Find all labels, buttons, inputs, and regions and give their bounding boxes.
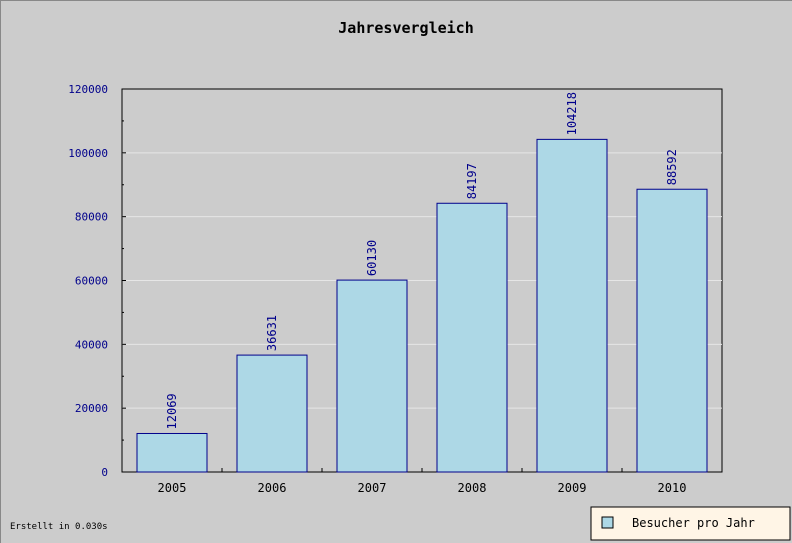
legend: Besucher pro Jahr xyxy=(590,506,791,541)
bar-2006 xyxy=(236,354,308,473)
bar-2008 xyxy=(436,202,508,473)
data-label: 12069 xyxy=(165,393,179,429)
y-axis: 0 20000 40000 60000 80000 100000 120000 xyxy=(68,83,126,479)
chart-title: Jahresvergleich xyxy=(338,19,473,37)
data-label: 84197 xyxy=(465,163,479,199)
y-tick-label: 100000 xyxy=(68,147,108,160)
y-tick-label: 20000 xyxy=(75,402,108,415)
bar-2010 xyxy=(636,188,708,473)
y-tick-label: 80000 xyxy=(75,211,108,224)
x-axis: 2005 2006 2007 2008 2009 2010 xyxy=(158,468,687,495)
bar-2007 xyxy=(336,279,408,473)
bar-2005 xyxy=(136,432,208,473)
x-tick-label: 2008 xyxy=(458,481,487,495)
y-tick-label: 40000 xyxy=(75,338,108,351)
x-tick-label: 2010 xyxy=(658,481,687,495)
data-label: 36631 xyxy=(265,315,279,351)
data-label: 60130 xyxy=(365,240,379,276)
x-tick-label: 2005 xyxy=(158,481,187,495)
data-labels: 12069 36631 60130 84197 104218 88592 xyxy=(165,92,679,429)
legend-swatch xyxy=(601,516,614,529)
legend-box xyxy=(590,506,791,541)
x-tick-label: 2007 xyxy=(358,481,387,495)
x-tick-label: 2006 xyxy=(258,481,287,495)
y-tick-label: 60000 xyxy=(75,275,108,288)
y-tick-label: 120000 xyxy=(68,83,108,96)
grid-lines xyxy=(122,152,722,409)
data-label: 88592 xyxy=(665,149,679,185)
bars xyxy=(136,138,708,473)
x-tick-label: 2009 xyxy=(558,481,587,495)
footer-text: Erstellt in 0.030s xyxy=(10,522,108,532)
y-tick-label: 0 xyxy=(101,466,108,479)
bar-2009 xyxy=(536,138,608,473)
data-label: 104218 xyxy=(565,92,579,135)
legend-label: Besucher pro Jahr xyxy=(632,516,755,530)
